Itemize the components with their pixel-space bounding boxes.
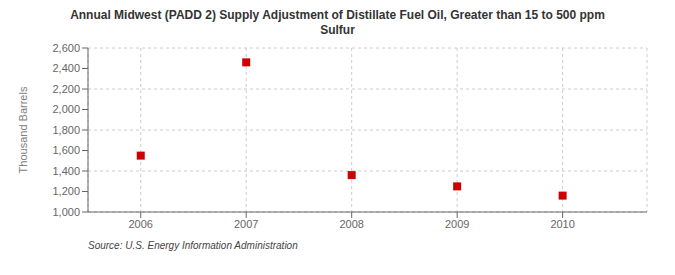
html-text:Source: U.S. Energy Informatio: Source: U.S. Energy Information Administ… bbox=[88, 240, 298, 251]
svg-text:2007: 2007 bbox=[234, 218, 258, 230]
html-text:Annual Midwest (PADD 2) Supply: Annual Midwest (PADD 2) Supply Adjustmen… bbox=[70, 8, 605, 37]
svg-text:1,600: 1,600 bbox=[52, 144, 80, 156]
svg-text:1,400: 1,400 bbox=[52, 165, 80, 177]
svg-text:2,400: 2,400 bbox=[52, 62, 80, 74]
svg-text:2009: 2009 bbox=[445, 218, 469, 230]
svg-text:2,000: 2,000 bbox=[52, 103, 80, 115]
svg-text:1,800: 1,800 bbox=[52, 124, 80, 136]
svg-text:2010: 2010 bbox=[550, 218, 574, 230]
svg-text:2008: 2008 bbox=[339, 218, 363, 230]
svg-text:2006: 2006 bbox=[128, 218, 152, 230]
svg-text:1,000: 1,000 bbox=[52, 206, 80, 218]
svg-text:2,600: 2,600 bbox=[52, 42, 80, 54]
svg-text:2,200: 2,200 bbox=[52, 83, 80, 95]
svg-text:Thousand Barrels: Thousand Barrels bbox=[17, 86, 29, 173]
svg-text:1,200: 1,200 bbox=[52, 185, 80, 197]
